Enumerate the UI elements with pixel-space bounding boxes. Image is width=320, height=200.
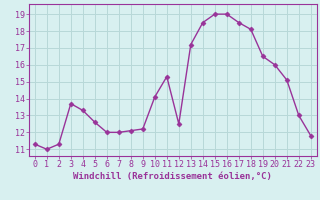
X-axis label: Windchill (Refroidissement éolien,°C): Windchill (Refroidissement éolien,°C) <box>73 172 272 181</box>
